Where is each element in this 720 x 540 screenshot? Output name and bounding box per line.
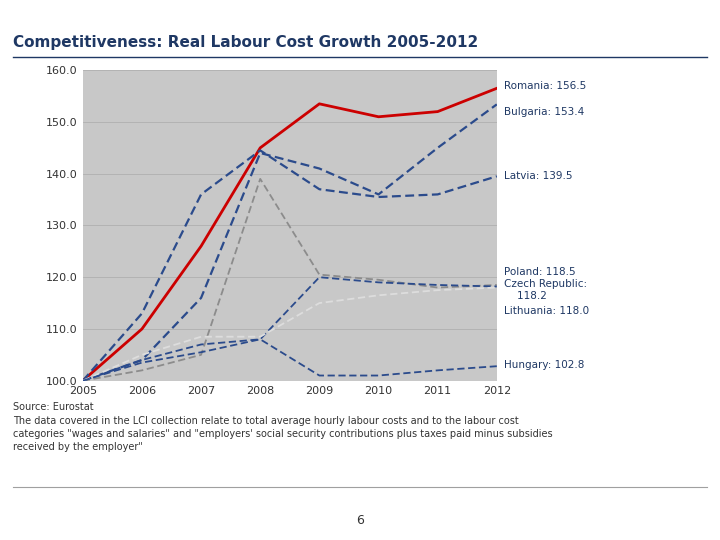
- Text: Competitiveness: Real Labour Cost Growth 2005-2012: Competitiveness: Real Labour Cost Growth…: [13, 35, 478, 50]
- Text: Poland: 118.5: Poland: 118.5: [504, 267, 575, 277]
- Text: Hungary: 102.8: Hungary: 102.8: [504, 360, 585, 370]
- Text: Source: Eurostat
The data covered in the LCI collection relate to total average : Source: Eurostat The data covered in the…: [13, 402, 552, 452]
- Text: Romania: 156.5: Romania: 156.5: [504, 80, 586, 91]
- Text: Czech Republic:
    118.2: Czech Republic: 118.2: [504, 279, 587, 301]
- Text: 6: 6: [356, 514, 364, 526]
- Text: Latvia: 139.5: Latvia: 139.5: [504, 171, 572, 181]
- Text: Bulgaria: 153.4: Bulgaria: 153.4: [504, 106, 584, 117]
- Text: Lithuania: 118.0: Lithuania: 118.0: [504, 306, 589, 316]
